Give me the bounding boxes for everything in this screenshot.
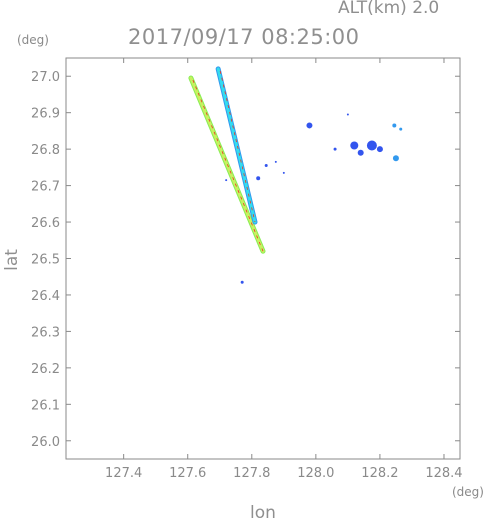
echo-point <box>225 179 228 182</box>
y-tick-label: 26.0 <box>31 435 60 450</box>
echo-point <box>350 141 359 150</box>
echo-point <box>274 160 277 163</box>
echo-point <box>306 122 313 129</box>
y-tick-label: 26.7 <box>31 180 60 195</box>
y-tick-label: 26.2 <box>31 362 60 377</box>
y-tick-label: 27.0 <box>31 70 60 85</box>
echo-point <box>357 149 364 156</box>
y-tick-label: 26.9 <box>31 107 60 122</box>
y-tick-label: 26.8 <box>31 143 60 158</box>
east-streak-core <box>219 70 256 223</box>
x-tick-label: 127.8 <box>233 466 270 481</box>
x-ticks: 127.4 127.6 127.8 128.0 128.2 128.4 <box>105 58 463 481</box>
x-tick-label: 128.2 <box>361 466 398 481</box>
x-unit-label: (deg) <box>452 485 484 499</box>
altitude-label: ALT(km) 2.0 <box>338 0 440 18</box>
echo-point <box>256 176 261 181</box>
echo-point <box>392 123 397 128</box>
y-ticks: 26.0 26.1 26.2 26.3 26.4 26.5 26.6 26.7 26.8 26.9… <box>31 70 460 450</box>
echo-point <box>366 140 377 151</box>
x-tick-label: 128.4 <box>425 466 462 481</box>
echo-point <box>392 155 399 162</box>
echo-point <box>264 164 268 168</box>
y-tick-label: 26.6 <box>31 216 60 231</box>
x-axis-label: lon <box>250 503 276 523</box>
echo-point <box>282 171 285 174</box>
chart-title: 2017/09/17 08:25:00 <box>128 25 360 49</box>
west-streak <box>189 76 265 253</box>
east-streak <box>216 67 257 224</box>
echo-point <box>240 280 244 284</box>
y-tick-label: 26.1 <box>31 398 60 413</box>
y-tick-label: 26.5 <box>31 253 60 268</box>
echo-point <box>399 127 403 131</box>
echo-point <box>346 113 349 116</box>
echo-marks <box>188 66 403 284</box>
echo-point <box>376 146 383 153</box>
plot-border <box>65 57 461 460</box>
y-unit-label: (deg) <box>17 33 49 47</box>
west-streak-core <box>192 79 264 252</box>
x-tick-label: 127.6 <box>169 466 206 481</box>
x-tick-label: 128.0 <box>297 466 334 481</box>
x-tick-label: 127.4 <box>105 466 142 481</box>
echo-point <box>333 147 337 151</box>
y-tick-label: 26.4 <box>31 289 60 304</box>
plot-frame <box>65 57 461 460</box>
y-tick-label: 26.3 <box>31 325 60 340</box>
